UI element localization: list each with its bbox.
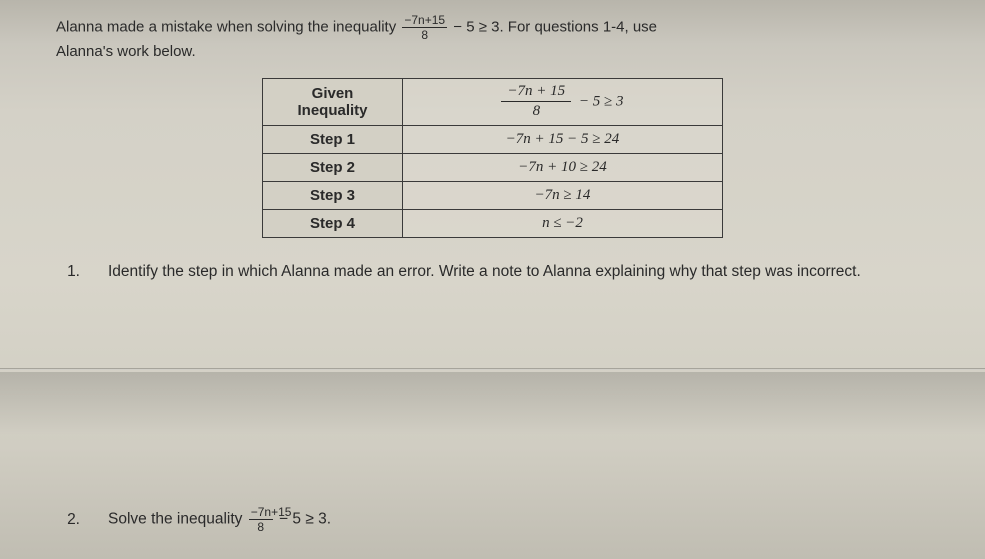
intro-line2: Alanna's work below. (56, 43, 196, 60)
table-row: Step 4 n ≤ −2 (263, 210, 723, 238)
expr-tail: − 5 ≥ 3 (575, 93, 623, 109)
given-fraction: −7n + 15 8 (501, 84, 571, 121)
intro-part-b: − 5 ≥ 3. For questions 1-4, use (449, 18, 657, 35)
crease-shadow (0, 372, 985, 442)
question-2: 2. Solve the inequality −7n+158 − 5 ≥ 3. (56, 506, 331, 533)
label-line: Inequality (297, 102, 367, 119)
q2-text: Solve the inequality −7n+158 − 5 ≥ 3. (108, 506, 331, 533)
q2-fraction: −7n+158 (249, 506, 273, 533)
row-label: Step 1 (263, 126, 403, 154)
q2-part-b: − 5 ≥ 3. (275, 511, 331, 528)
intro-fraction: −7n+158 (402, 14, 447, 41)
table-row: Step 2 −7n + 10 ≥ 24 (263, 154, 723, 182)
table-row: Step 3 −7n ≥ 14 (263, 182, 723, 210)
intro-text: Alanna made a mistake when solving the i… (56, 14, 929, 64)
frac-num: −7n + 15 (501, 84, 571, 103)
q2-number: 2. (56, 511, 80, 529)
work-table-wrap: Given Inequality −7n + 15 8 − 5 ≥ 3 Step… (56, 78, 929, 239)
intro-part-a: Alanna made a mistake when solving the i… (56, 18, 400, 35)
row-expr: −7n + 15 − 5 ≥ 24 (403, 126, 723, 154)
row-label: Step 2 (263, 154, 403, 182)
q2-frac-den: 8 (249, 520, 273, 533)
label-line: Given (312, 85, 354, 102)
row-label: Step 4 (263, 210, 403, 238)
page-crease (0, 368, 985, 370)
q2-part-a: Solve the inequality (108, 511, 247, 528)
q2-frac-num: −7n+15 (249, 506, 273, 520)
row-expr: −7n + 10 ≥ 24 (403, 154, 723, 182)
table-row: Given Inequality −7n + 15 8 − 5 ≥ 3 (263, 78, 723, 126)
intro-frac-den: 8 (402, 28, 447, 41)
q1-number: 1. (56, 260, 80, 283)
intro-frac-num: −7n+15 (402, 14, 447, 28)
row-label-given: Given Inequality (263, 78, 403, 126)
worksheet-page: Alanna made a mistake when solving the i… (0, 0, 985, 283)
row-expr: n ≤ −2 (403, 210, 723, 238)
frac-den: 8 (501, 102, 571, 120)
q1-text: Identify the step in which Alanna made a… (108, 260, 861, 283)
row-expr: −7n ≥ 14 (403, 182, 723, 210)
question-1: 1. Identify the step in which Alanna mad… (56, 260, 929, 283)
work-table: Given Inequality −7n + 15 8 − 5 ≥ 3 Step… (262, 78, 723, 239)
row-label: Step 3 (263, 182, 403, 210)
row-expr-given: −7n + 15 8 − 5 ≥ 3 (403, 78, 723, 126)
table-row: Step 1 −7n + 15 − 5 ≥ 24 (263, 126, 723, 154)
